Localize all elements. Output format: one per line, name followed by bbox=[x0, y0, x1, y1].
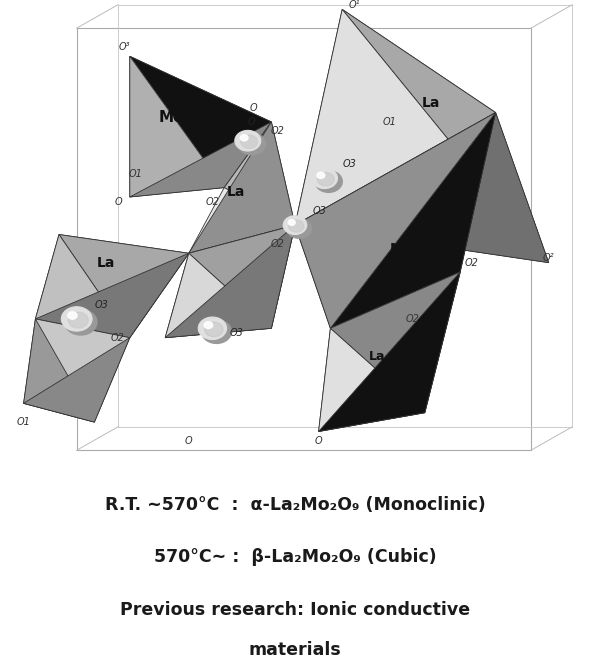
Text: O²: O² bbox=[543, 253, 555, 263]
Circle shape bbox=[287, 218, 312, 239]
Polygon shape bbox=[130, 122, 271, 197]
Polygon shape bbox=[189, 188, 295, 253]
Text: O2: O2 bbox=[205, 197, 219, 206]
Text: La: La bbox=[97, 256, 116, 269]
Polygon shape bbox=[24, 319, 94, 422]
Polygon shape bbox=[342, 9, 549, 263]
Text: O¹: O¹ bbox=[348, 0, 360, 9]
Circle shape bbox=[61, 307, 92, 331]
Text: O: O bbox=[315, 436, 322, 446]
Polygon shape bbox=[130, 56, 271, 197]
Polygon shape bbox=[189, 122, 295, 253]
Circle shape bbox=[289, 220, 304, 232]
Circle shape bbox=[315, 171, 342, 192]
Text: O: O bbox=[114, 197, 122, 206]
Polygon shape bbox=[59, 234, 189, 338]
Text: O3: O3 bbox=[313, 206, 327, 216]
Circle shape bbox=[312, 168, 337, 188]
Circle shape bbox=[198, 317, 227, 340]
Polygon shape bbox=[35, 234, 130, 338]
Circle shape bbox=[204, 322, 212, 328]
Text: O1: O1 bbox=[382, 117, 396, 127]
Text: O3: O3 bbox=[230, 328, 244, 338]
Circle shape bbox=[283, 216, 307, 234]
Circle shape bbox=[68, 312, 77, 319]
Polygon shape bbox=[165, 253, 271, 338]
Text: O: O bbox=[185, 436, 192, 446]
Text: Mo: Mo bbox=[158, 110, 184, 125]
Polygon shape bbox=[189, 225, 295, 328]
Polygon shape bbox=[319, 328, 425, 431]
Text: La: La bbox=[369, 350, 386, 363]
Circle shape bbox=[240, 135, 248, 141]
Circle shape bbox=[65, 310, 97, 335]
Text: Previous research: Ionic conductive: Previous research: Ionic conductive bbox=[120, 601, 470, 618]
Text: R.T. ~570°C  :  α-La₂Mo₂O₉ (Monoclinic): R.T. ~570°C : α-La₂Mo₂O₉ (Monoclinic) bbox=[104, 496, 486, 514]
Polygon shape bbox=[130, 56, 224, 197]
Polygon shape bbox=[295, 9, 496, 225]
Text: 570°C~ :  β-La₂Mo₂O₉ (Cubic): 570°C~ : β-La₂Mo₂O₉ (Cubic) bbox=[153, 549, 437, 566]
Polygon shape bbox=[224, 122, 295, 225]
Polygon shape bbox=[319, 272, 460, 431]
Polygon shape bbox=[130, 56, 271, 188]
Text: O1: O1 bbox=[17, 417, 31, 427]
Text: O2: O2 bbox=[111, 333, 125, 342]
Text: O2: O2 bbox=[270, 127, 284, 136]
Text: O2: O2 bbox=[270, 239, 284, 249]
Text: O2: O2 bbox=[406, 314, 420, 324]
Circle shape bbox=[205, 322, 223, 337]
Text: materials: materials bbox=[248, 641, 342, 659]
Circle shape bbox=[68, 312, 88, 328]
Circle shape bbox=[317, 172, 325, 178]
Polygon shape bbox=[330, 113, 496, 328]
Text: Mo: Mo bbox=[389, 242, 413, 255]
Polygon shape bbox=[295, 9, 549, 263]
Text: O: O bbox=[248, 117, 255, 127]
Circle shape bbox=[238, 133, 266, 155]
Text: O2: O2 bbox=[465, 258, 479, 267]
Text: O: O bbox=[250, 103, 257, 113]
Polygon shape bbox=[35, 253, 189, 338]
Polygon shape bbox=[330, 272, 460, 413]
Circle shape bbox=[317, 173, 334, 186]
Polygon shape bbox=[295, 113, 549, 263]
Polygon shape bbox=[24, 338, 130, 422]
Circle shape bbox=[288, 220, 295, 225]
Polygon shape bbox=[24, 319, 130, 422]
Polygon shape bbox=[165, 225, 295, 338]
Polygon shape bbox=[295, 113, 496, 272]
Text: O1: O1 bbox=[129, 169, 143, 178]
Polygon shape bbox=[319, 272, 460, 431]
Text: La: La bbox=[421, 96, 440, 110]
Text: O3: O3 bbox=[94, 299, 109, 310]
Polygon shape bbox=[295, 113, 496, 328]
Text: La: La bbox=[227, 186, 245, 199]
Circle shape bbox=[202, 320, 231, 344]
Circle shape bbox=[241, 135, 257, 149]
Polygon shape bbox=[35, 234, 189, 338]
Polygon shape bbox=[295, 225, 460, 328]
Text: O³: O³ bbox=[118, 42, 130, 52]
Polygon shape bbox=[165, 225, 295, 338]
Text: O3: O3 bbox=[342, 159, 356, 169]
Circle shape bbox=[235, 131, 261, 151]
